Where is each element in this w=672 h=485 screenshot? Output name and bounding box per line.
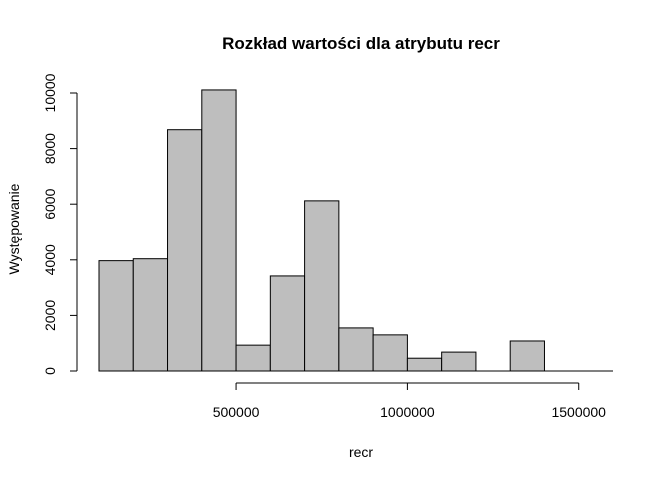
y-tick-label: 6000: [42, 188, 58, 219]
histogram-bar: [132, 258, 169, 372]
histogram-bar: [338, 327, 374, 372]
histogram-bar: [406, 357, 443, 372]
histogram-bar: [304, 200, 340, 372]
histogram-bar: [201, 89, 237, 372]
x-tick-label: 500000: [213, 404, 260, 420]
histogram-bar: [441, 351, 477, 372]
histogram-bar: [167, 129, 203, 372]
y-tick-label: 4000: [42, 244, 58, 275]
x-axis: 500000 1000000 1500000: [213, 382, 606, 420]
x-tick-label: 1000000: [380, 404, 435, 420]
y-axis: 0 2000 4000 6000 8000 10000: [42, 73, 78, 375]
bars-layer: [98, 89, 613, 372]
y-tick-label: 2000: [42, 300, 58, 331]
x-tick-label: 1500000: [551, 404, 606, 420]
y-tick-label: 0: [42, 367, 58, 375]
y-axis-label: Występowanie: [6, 183, 22, 274]
histogram-bar: [235, 344, 271, 372]
histogram-bar: [509, 340, 545, 372]
histogram-bar: [269, 275, 306, 372]
y-tick-label: 10000: [42, 73, 58, 112]
histogram-bar: [372, 334, 408, 372]
chart-title: Rozkład wartości dla atrybutu recr: [222, 34, 500, 53]
x-axis-label: recr: [349, 444, 373, 460]
y-tick-label: 8000: [42, 133, 58, 164]
histogram-bar: [98, 260, 134, 372]
